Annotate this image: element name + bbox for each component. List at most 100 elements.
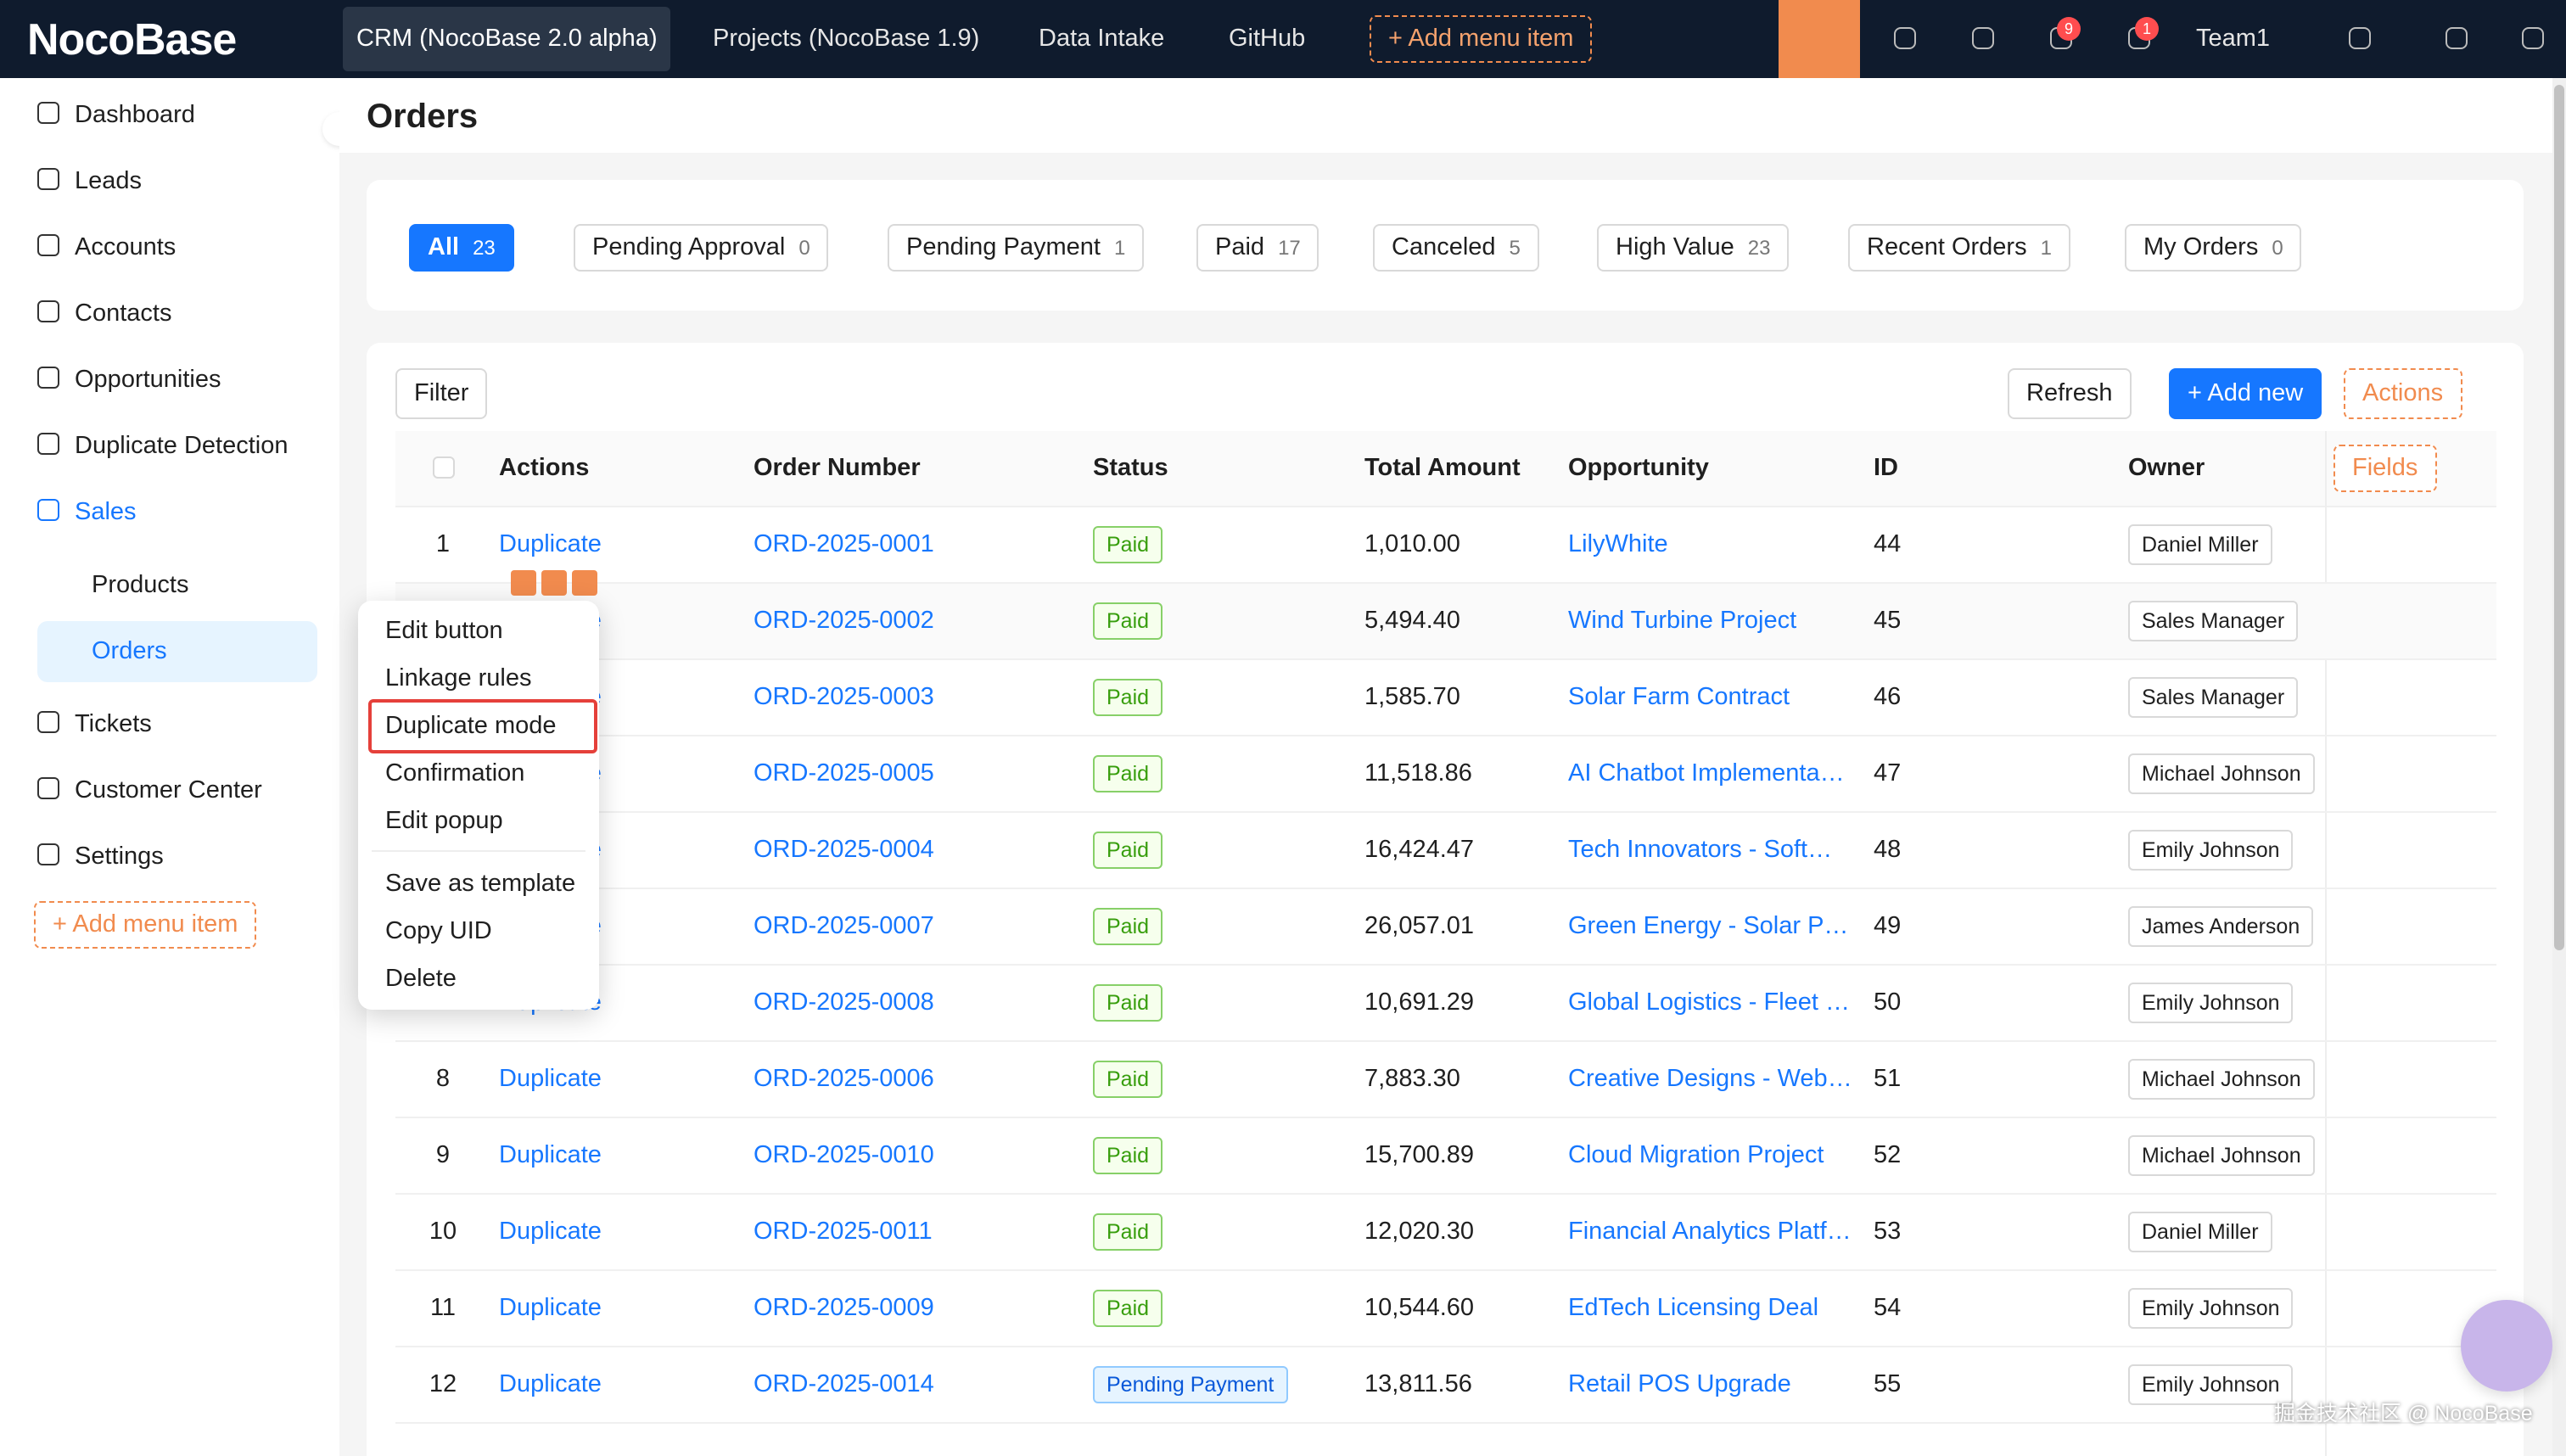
block-icon[interactable] (541, 570, 567, 596)
header-icon[interactable] (2522, 27, 2544, 49)
order-number[interactable]: ORD-2025-0003 (754, 684, 934, 711)
owner-tag: Daniel Miller (2128, 1212, 2272, 1252)
order-number[interactable]: ORD-2025-0002 (754, 608, 934, 635)
opportunity[interactable]: Solar Farm Contract (1568, 684, 1790, 711)
filter-tab[interactable]: Pending Approval 0 (574, 224, 829, 272)
block-icon[interactable] (511, 570, 536, 596)
theme-button[interactable] (1779, 0, 1860, 78)
menu-item[interactable]: Dashboard (37, 85, 195, 146)
filter-button[interactable]: Filter (395, 368, 488, 419)
menu-item[interactable]: Sales (37, 482, 137, 543)
header-add-menu-item[interactable]: + Add menu item (1370, 15, 1593, 63)
context-menu-item[interactable]: Edit button (385, 618, 503, 645)
badge: 1 (2135, 17, 2159, 41)
menu-item[interactable]: Customer Center (37, 760, 262, 821)
team-switcher[interactable]: Team1 (2196, 25, 2271, 53)
context-menu-item[interactable]: Copy UID (385, 918, 492, 945)
order-number[interactable]: ORD-2025-0006 (754, 1066, 934, 1093)
row-action[interactable]: Duplicate (499, 1066, 602, 1093)
order-number[interactable]: ORD-2025-0014 (754, 1371, 934, 1398)
filter-tab[interactable]: Canceled 5 (1373, 224, 1539, 272)
row-action[interactable]: Duplicate (499, 1142, 602, 1169)
opportunity[interactable]: AI Chatbot Implementa… (1568, 760, 1845, 787)
order-number[interactable]: ORD-2025-0004 (754, 837, 934, 864)
order-number[interactable]: ORD-2025-0011 (754, 1218, 933, 1246)
menu-label: Sales (75, 499, 137, 526)
block-icon[interactable] (572, 570, 597, 596)
filter-tab[interactable]: High Value 23 (1597, 224, 1790, 272)
total-amount: 13,811.56 (1364, 1371, 1472, 1398)
filter-tab[interactable]: All 23 (409, 224, 514, 272)
order-number[interactable]: ORD-2025-0005 (754, 760, 934, 787)
row-action[interactable]: Duplicate (499, 1218, 602, 1246)
filter-tab[interactable]: Paid 17 (1196, 224, 1319, 272)
sidebar-add-menu-item[interactable]: + Add menu item (34, 901, 257, 949)
filter-tab[interactable]: Recent Orders 1 (1848, 224, 2070, 272)
opportunity[interactable]: Green Energy - Solar P… (1568, 913, 1849, 940)
header-tab[interactable]: Projects (NocoBase 1.9) (713, 25, 980, 53)
header-tab[interactable]: Data Intake (1039, 25, 1165, 53)
header-tab[interactable]: GitHub (1229, 25, 1306, 53)
header-icon[interactable] (2446, 27, 2468, 49)
menu-item[interactable]: Accounts (37, 217, 176, 278)
menu-item[interactable]: Products (37, 555, 317, 616)
order-number[interactable]: ORD-2025-0008 (754, 989, 934, 1016)
total-amount: 10,691.29 (1364, 989, 1475, 1016)
menu-item[interactable]: Leads (37, 151, 142, 212)
menu-item[interactable]: Opportunities (37, 350, 221, 411)
header-icon[interactable] (1894, 27, 1916, 49)
menu-item[interactable]: Contacts (37, 283, 171, 344)
context-menu-item[interactable]: Duplicate mode (385, 713, 557, 740)
menu-item[interactable]: Tickets (37, 694, 152, 755)
fields-button[interactable]: Fields (2333, 445, 2437, 492)
filter-tab[interactable]: My Orders 0 (2125, 224, 2302, 272)
context-menu-item[interactable]: Edit popup (385, 808, 503, 835)
menu-label: Contacts (75, 300, 172, 328)
row-number: 1 (435, 531, 451, 558)
menu-label: Leads (75, 168, 143, 195)
order-number[interactable]: ORD-2025-0007 (754, 913, 934, 940)
opportunity[interactable]: EdTech Licensing Deal (1568, 1295, 1819, 1322)
menu-label: Products (92, 572, 189, 599)
actions-button[interactable]: Actions (2344, 368, 2462, 419)
opportunity[interactable]: Retail POS Upgrade (1568, 1371, 1791, 1398)
column-header: Status (1093, 455, 1168, 482)
context-menu-item[interactable]: Confirmation (385, 760, 525, 787)
header-icon[interactable] (2349, 27, 2371, 49)
record-id: 50 (1874, 989, 1902, 1016)
filter-tab[interactable]: Pending Payment 1 (888, 224, 1145, 272)
owner-tag: Daniel Miller (2128, 524, 2272, 565)
context-menu-item[interactable]: Save as template (385, 871, 576, 898)
opportunity[interactable]: Financial Analytics Platf… (1568, 1218, 1852, 1246)
opportunity[interactable]: LilyWhite (1568, 531, 1668, 558)
order-number[interactable]: ORD-2025-0001 (754, 531, 934, 558)
order-number[interactable]: ORD-2025-0010 (754, 1142, 934, 1169)
order-number[interactable]: ORD-2025-0009 (754, 1295, 934, 1322)
total-amount: 10,544.60 (1364, 1295, 1475, 1322)
column-header: Order Number (754, 455, 921, 482)
opportunity[interactable]: Tech Innovators - Soft… (1568, 837, 1833, 864)
menu-item[interactable]: Duplicate Detection (37, 416, 289, 477)
context-menu-item[interactable]: Delete (385, 966, 457, 993)
record-id: 54 (1874, 1295, 1902, 1322)
header-icon[interactable] (1972, 27, 1994, 49)
status-tag: Paid (1093, 526, 1163, 563)
row-action[interactable]: Duplicate (499, 1295, 602, 1322)
opportunity[interactable]: Wind Turbine Project (1568, 608, 1797, 635)
opportunity[interactable]: Global Logistics - Fleet … (1568, 989, 1851, 1016)
assistant-avatar[interactable] (2461, 1300, 2552, 1392)
add-new-button[interactable]: + Add new (2169, 368, 2322, 419)
row-action[interactable]: Duplicate (499, 531, 602, 558)
highlight-box (368, 699, 597, 753)
header-tab[interactable]: CRM (NocoBase 2.0 alpha) (343, 7, 671, 71)
menu-item[interactable]: Settings (37, 826, 164, 888)
opportunity[interactable]: Cloud Migration Project (1568, 1142, 1824, 1169)
select-all[interactable] (433, 456, 455, 479)
refresh-button[interactable]: Refresh (2008, 368, 2132, 419)
logo: NocoBase (27, 14, 237, 64)
row-action[interactable]: Duplicate (499, 1371, 602, 1398)
menu-item[interactable]: Orders (37, 621, 317, 682)
table-row (395, 736, 2496, 813)
opportunity[interactable]: Creative Designs - Web… (1568, 1066, 1852, 1093)
context-menu-item[interactable]: Linkage rules (385, 665, 532, 692)
